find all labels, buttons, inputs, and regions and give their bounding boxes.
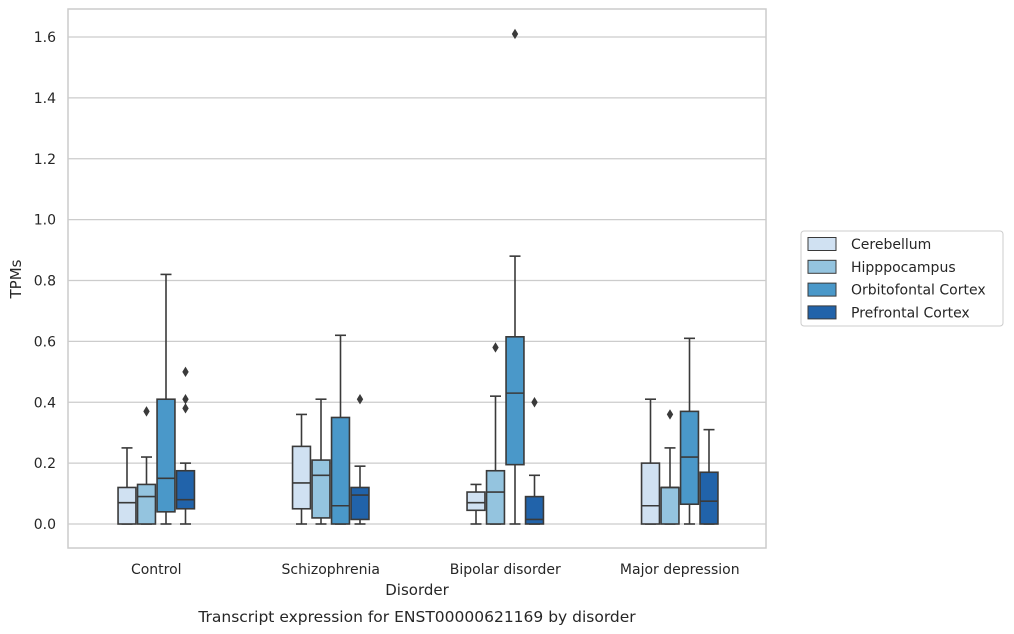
y-tick-label: 0.4: [34, 395, 56, 411]
box-hipppocampus: [311, 398, 331, 525]
x-axis-title: Disorder: [385, 581, 449, 599]
y-axis-title: TPMs: [7, 259, 25, 299]
legend-swatch: [807, 305, 837, 320]
x-tick-labels: Control Schizophrenia Bipolar disorder Majo…: [131, 562, 740, 578]
x-tick-label: Major depression: [620, 562, 740, 578]
legend-label: Prefrontal Cortex: [851, 305, 970, 321]
box-body: [175, 469, 196, 510]
box-cerebellum: [291, 413, 312, 525]
x-tick-label: Control: [131, 562, 182, 578]
y-tick-label: 0.0: [34, 517, 56, 533]
y-tick-label: 1.0: [34, 213, 56, 229]
outlier-point: [511, 28, 519, 40]
box-body: [330, 416, 351, 525]
outlier-point: [182, 394, 189, 405]
legend-swatch: [807, 237, 837, 251]
y-tick-label: 1.4: [34, 91, 56, 107]
box-cerebellum: [640, 398, 661, 525]
box-prefrontal-cortex: [699, 428, 719, 525]
box-orbitofontal-cortex: [505, 28, 525, 525]
outlier-point: [531, 397, 538, 408]
box-body: [350, 486, 370, 521]
box-hipppocampus: [485, 342, 506, 525]
box-cerebellum: [466, 483, 486, 525]
outlier-point: [143, 406, 150, 417]
box-body: [291, 445, 312, 510]
x-tick-label: Bipolar disorder: [450, 562, 561, 578]
plot-frame: [67, 8, 767, 549]
box-body: [660, 486, 680, 525]
box-body: [311, 459, 331, 519]
box-body: [505, 336, 525, 466]
box-body: [485, 469, 506, 525]
box-orbitofontal-cortex: [330, 334, 351, 525]
box-orbitofontal-cortex: [156, 273, 176, 525]
box-prefrontal-cortex: [175, 366, 196, 525]
outlier-point: [492, 342, 499, 353]
y-tick-label: 0.6: [34, 334, 56, 350]
box-body: [136, 483, 157, 525]
legend-label: Cerebellum: [851, 237, 931, 253]
legend-swatch: [807, 282, 837, 297]
box-prefrontal-cortex: [524, 397, 545, 525]
box-body: [640, 462, 661, 525]
box-orbitofontal-cortex: [679, 337, 700, 525]
legend-frame: [800, 230, 1004, 327]
box-body: [117, 486, 137, 525]
outlier-point: [182, 403, 189, 414]
legend-label: Orbitofontal Cortex: [851, 283, 986, 299]
y-tick-labels: 0.0 0.2 0.4 0.6 0.8 1.0 1.2 1.4 1.6: [34, 30, 56, 533]
box-prefrontal-cortex: [350, 394, 370, 525]
box-cerebellum: [117, 447, 137, 525]
box-body: [699, 471, 719, 525]
y-tick-label: 1.2: [34, 152, 56, 168]
x-tick-label: Schizophrenia: [282, 562, 380, 578]
box-hipppocampus: [136, 406, 157, 525]
y-tick-label: 1.6: [34, 30, 56, 46]
y-tick-label: 0.8: [34, 274, 56, 290]
box-body: [466, 491, 486, 512]
chart-caption: Transcript expression for ENST0000062116…: [197, 608, 636, 626]
box-hipppocampus: [660, 409, 680, 525]
legend-swatch: [807, 259, 837, 274]
legend-label: Hipppocampus: [851, 260, 956, 276]
outlier-point: [182, 366, 189, 378]
box-body: [156, 398, 176, 513]
outlier-point: [666, 409, 674, 420]
y-tick-label: 0.2: [34, 456, 56, 472]
box-body: [524, 495, 545, 525]
outlier-point: [356, 394, 364, 405]
boxes: [117, 28, 719, 525]
legend: Cerebellum Hipppocampus Orbitofontal Corte…: [800, 230, 1004, 327]
